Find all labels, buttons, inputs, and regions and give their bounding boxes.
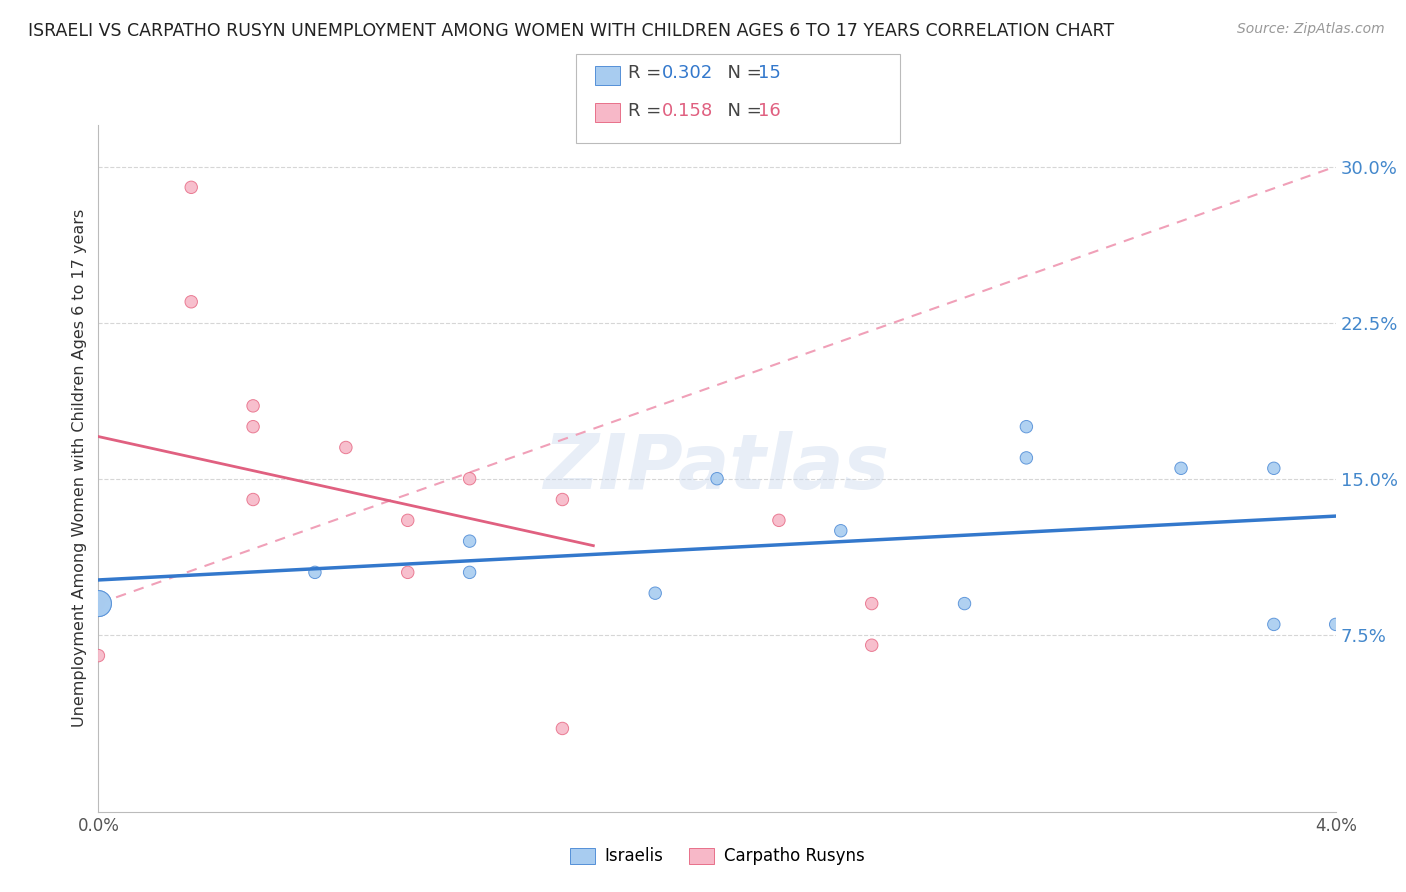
Point bbox=[335, 441, 357, 455]
Text: R =: R = bbox=[628, 64, 668, 82]
Point bbox=[1015, 450, 1038, 465]
Point bbox=[1263, 617, 1285, 632]
Text: 16: 16 bbox=[758, 102, 780, 120]
Point bbox=[860, 638, 883, 652]
Text: R =: R = bbox=[628, 102, 668, 120]
Point bbox=[396, 513, 419, 527]
Point bbox=[1170, 461, 1192, 475]
Point bbox=[87, 597, 110, 611]
Point bbox=[644, 586, 666, 600]
Point bbox=[242, 399, 264, 413]
Text: 15: 15 bbox=[758, 64, 780, 82]
Legend: Israelis, Carpatho Rusyns: Israelis, Carpatho Rusyns bbox=[562, 841, 872, 872]
Point bbox=[1324, 617, 1347, 632]
Point bbox=[458, 534, 481, 549]
Point bbox=[242, 419, 264, 434]
Point bbox=[396, 566, 419, 580]
Point bbox=[180, 294, 202, 309]
Point bbox=[458, 472, 481, 486]
Y-axis label: Unemployment Among Women with Children Ages 6 to 17 years: Unemployment Among Women with Children A… bbox=[72, 210, 87, 727]
Point bbox=[242, 492, 264, 507]
Point bbox=[1263, 461, 1285, 475]
Text: Source: ZipAtlas.com: Source: ZipAtlas.com bbox=[1237, 22, 1385, 37]
Point bbox=[551, 492, 574, 507]
Text: 0.158: 0.158 bbox=[662, 102, 713, 120]
Point bbox=[1015, 419, 1038, 434]
Point bbox=[551, 722, 574, 736]
Point bbox=[87, 648, 110, 663]
Text: N =: N = bbox=[716, 102, 768, 120]
Point bbox=[458, 566, 481, 580]
Point bbox=[860, 597, 883, 611]
Point bbox=[768, 513, 790, 527]
Text: N =: N = bbox=[716, 64, 768, 82]
Text: ZIPatlas: ZIPatlas bbox=[544, 432, 890, 505]
Point bbox=[87, 597, 110, 611]
Text: 0.302: 0.302 bbox=[662, 64, 713, 82]
Point bbox=[180, 180, 202, 194]
Text: ISRAELI VS CARPATHO RUSYN UNEMPLOYMENT AMONG WOMEN WITH CHILDREN AGES 6 TO 17 YE: ISRAELI VS CARPATHO RUSYN UNEMPLOYMENT A… bbox=[28, 22, 1114, 40]
Point bbox=[830, 524, 852, 538]
Point bbox=[706, 472, 728, 486]
Point bbox=[953, 597, 976, 611]
Point bbox=[87, 597, 110, 611]
Point bbox=[304, 566, 326, 580]
